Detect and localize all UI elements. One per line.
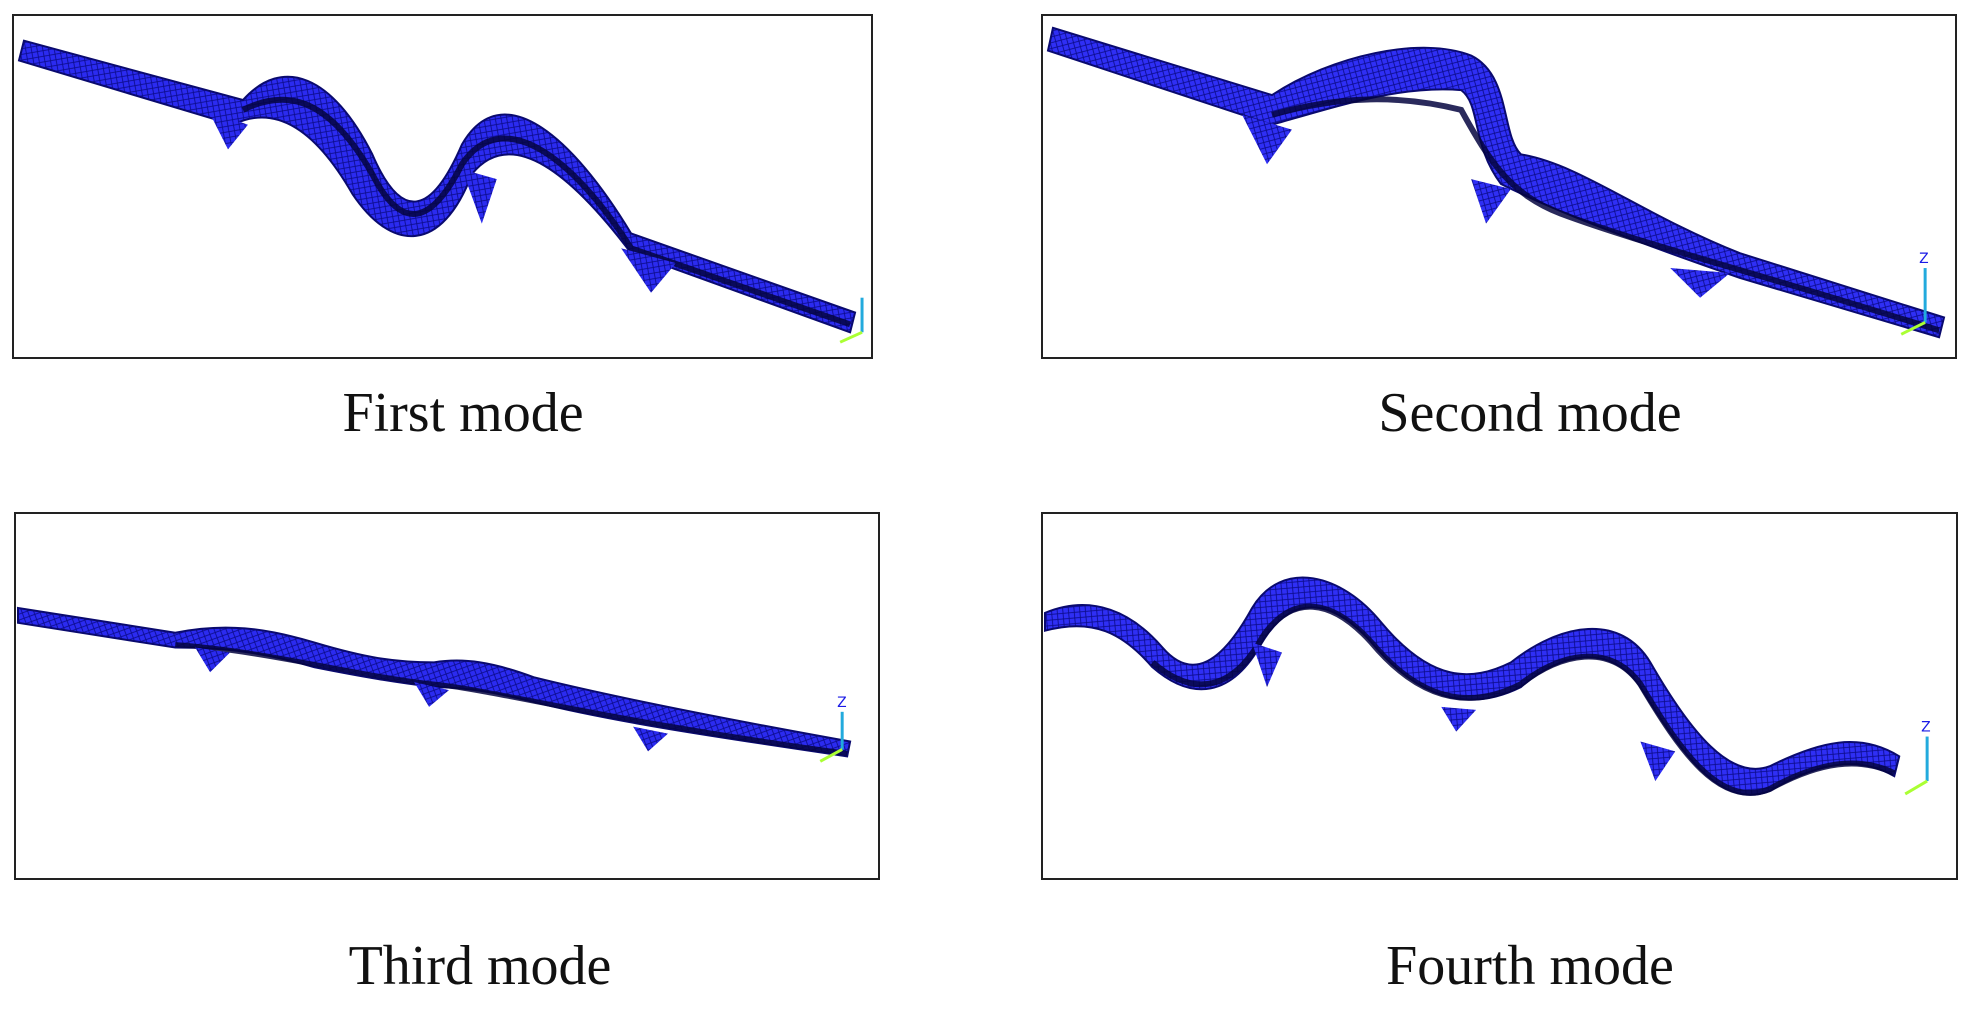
caption-first-mode: First mode [342,382,584,444]
deck-shadow [241,96,852,328]
mode-shape-4: Z [1043,576,1931,796]
mode-panel-4: Z [1041,512,1958,880]
axis-triad: Z [1900,251,1929,336]
caption-second-mode: Second mode [1378,382,1682,444]
deck-shadow [1150,603,1896,796]
pier-2 [1471,179,1511,224]
pier-2 [461,169,497,224]
pier-3 [1640,741,1676,782]
deck-band [1043,576,1901,796]
mode-panel-1 [12,14,873,359]
mode-panel-3: Z [14,512,880,880]
pier-3 [633,726,668,752]
deck-band [17,39,857,334]
mode-shape-2: Z [1046,26,1946,339]
deck-shadow [175,642,848,756]
mode-shape-1 [17,39,864,344]
deck-shadow [1271,96,1940,334]
mode-panel-2: Z [1041,14,1957,359]
axis-triad: Z [819,695,847,763]
pier-1 [1242,114,1292,165]
pier-3 [1670,268,1730,298]
axis-triad-label: Z [837,695,847,711]
axis-triad [839,297,864,344]
axis-triad: Z [1904,720,1931,796]
caption-fourth-mode: Fourth mode [1386,935,1674,997]
mode-shape-3: Z [16,606,852,763]
caption-third-mode: Third mode [348,935,612,997]
axis-triad-label: Z [1919,251,1929,267]
pier-1 [195,647,231,673]
axis-triad-label: Z [1921,720,1931,736]
pier-1 [208,109,248,150]
pier-2 [414,682,449,707]
pier-2 [1441,706,1477,732]
deck-band [1046,26,1946,339]
pier-1 [1252,642,1282,688]
